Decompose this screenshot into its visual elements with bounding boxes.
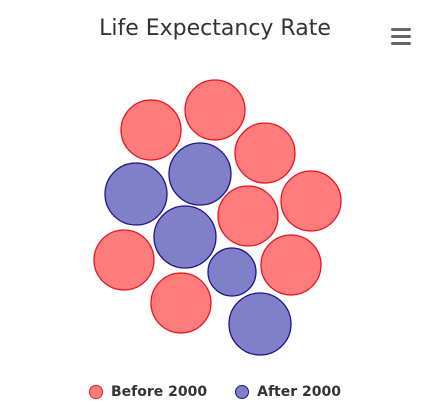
bubble-before-2000-8[interactable] bbox=[150, 272, 212, 334]
legend-label-after-2000: After 2000 bbox=[257, 384, 341, 400]
legend-label-before-2000: Before 2000 bbox=[111, 384, 208, 400]
legend-swatch-before-2000 bbox=[89, 385, 103, 399]
legend-swatch-after-2000 bbox=[235, 385, 250, 399]
bubble-after-2000-2[interactable] bbox=[168, 142, 232, 206]
bubble-before-2000-7[interactable] bbox=[260, 234, 322, 296]
bubble-before-2000-2[interactable] bbox=[120, 99, 182, 161]
bubble-before-2000-5[interactable] bbox=[217, 185, 279, 247]
bubble-before-2000-1[interactable] bbox=[184, 79, 246, 141]
legend-item-before-2000[interactable]: Before 2000 bbox=[89, 384, 207, 400]
bubble-after-2000-4[interactable] bbox=[207, 247, 257, 297]
bubble-before-2000-3[interactable] bbox=[234, 122, 296, 184]
bubble-after-2000-5[interactable] bbox=[228, 292, 292, 356]
bubble-after-2000-1[interactable] bbox=[104, 162, 168, 226]
bubble-before-2000-4[interactable] bbox=[280, 170, 342, 232]
chart-title: Life Expectancy Rate bbox=[99, 16, 331, 41]
bubble-before-2000-6[interactable] bbox=[93, 229, 155, 291]
legend: Before 2000 After 2000 bbox=[0, 384, 430, 400]
legend-item-after-2000[interactable]: After 2000 bbox=[235, 384, 341, 400]
bubble-after-2000-3[interactable] bbox=[153, 205, 217, 269]
hamburger-menu-icon[interactable] bbox=[389, 26, 413, 46]
